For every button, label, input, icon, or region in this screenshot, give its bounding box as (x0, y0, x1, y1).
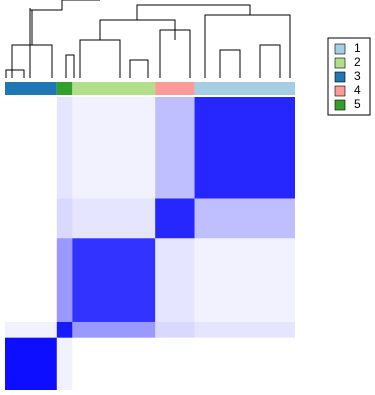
heatmap-cell (56, 337, 73, 390)
legend-swatch (334, 99, 346, 111)
legend-label: 2 (354, 55, 361, 69)
legend-swatch (334, 85, 346, 97)
legend-label: 1 (354, 41, 361, 55)
heatmap-cell (56, 198, 73, 239)
heatmap-cell (72, 198, 156, 239)
heatmap-cell (194, 321, 295, 338)
heatmap-cell (72, 338, 155, 390)
heatmap-cell (155, 321, 195, 338)
heatmap-cell (155, 198, 195, 239)
heatmap-cell (155, 238, 195, 322)
legend-box (327, 37, 371, 116)
legend-swatch (334, 71, 346, 83)
heatmap-cell (72, 97, 156, 199)
cluster-bar (72, 82, 156, 95)
cluster-bar (194, 82, 295, 95)
heatmap-cell (194, 97, 295, 199)
heatmap-cell (194, 198, 295, 239)
heatmap-cell (72, 321, 156, 338)
heatmap-cell (5, 97, 57, 199)
legend-swatch (334, 43, 346, 55)
heatmap-cell (195, 338, 295, 390)
heatmap-cell (56, 238, 73, 322)
legend-label: 3 (354, 69, 361, 83)
heatmap-cell (56, 321, 73, 338)
heatmap-cell (5, 238, 57, 322)
cluster-bar (56, 82, 73, 95)
cluster-bar (5, 82, 57, 95)
heatmap-cell (5, 199, 57, 239)
legend-swatch (334, 57, 346, 69)
legend-label: 5 (354, 97, 361, 111)
heatmap-cell (5, 337, 57, 390)
dendrogram (5, 0, 291, 78)
heatmap-cell (155, 338, 194, 390)
heatmap-cell (194, 238, 295, 322)
heatmap-cell (155, 97, 195, 199)
cluster-bar (155, 82, 195, 95)
legend-label: 4 (354, 83, 361, 97)
heatmap-cell (72, 238, 156, 322)
heatmap-cell (56, 97, 73, 199)
heatmap-cell (5, 321, 57, 338)
